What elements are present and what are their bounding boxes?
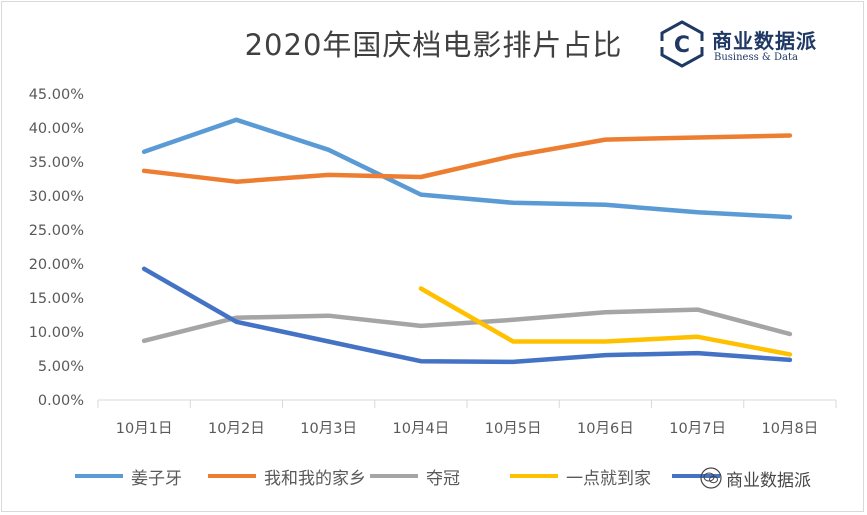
watermark-text: 商业数据派 <box>726 470 811 491</box>
legend-swatch <box>75 474 123 478</box>
series-line-2 <box>141 307 793 344</box>
x-tick-label: 10月6日 <box>577 421 634 437</box>
legend-swatch <box>208 474 256 478</box>
y-tick-label: 10.00% <box>29 325 84 341</box>
legend-swatch <box>672 474 720 478</box>
series-line-3 <box>418 286 793 357</box>
y-tick-label: 40.00% <box>29 121 84 137</box>
legend-label: 姜子牙 <box>131 468 182 489</box>
logo-name-cn: 商业数据派 <box>712 29 817 53</box>
wechat-icon <box>700 467 722 489</box>
legend-item-1: 我和我的家乡 <box>208 462 366 490</box>
chart-legend: 姜子牙 我和我的家乡 夺冠 一点就到家 <box>0 462 867 492</box>
x-tick-label: 10月4日 <box>393 421 450 437</box>
x-tick-label: 10月2日 <box>208 421 265 437</box>
logo-name-en: Business & Data <box>714 52 798 63</box>
y-tick-label: 20.00% <box>29 257 84 273</box>
legend-item-0: 姜子牙 <box>75 462 182 490</box>
series-line-4 <box>141 266 793 365</box>
y-axis: 0.00% 5.00% 10.00% 15.00% 20.00% 25.00% 30.00%… <box>29 87 84 409</box>
brand-logo: C 商业数据派 Business & Data <box>658 20 858 70</box>
y-tick-label: 45.00% <box>29 87 84 103</box>
series-line-1 <box>141 133 793 184</box>
x-tick-label: 10月8日 <box>762 421 819 437</box>
hexagon-c-icon: C <box>660 20 704 68</box>
series-line-0 <box>141 117 793 220</box>
x-tick-label: 10月1日 <box>116 421 173 437</box>
y-tick-label: 15.00% <box>29 291 84 307</box>
series-lines <box>141 117 793 365</box>
chart-title: 2020年国庆档电影排片占比 <box>244 28 623 62</box>
y-tick-label: 30.00% <box>29 189 84 205</box>
watermark: 商业数据派 <box>700 464 811 492</box>
x-tick-label: 10月5日 <box>485 421 542 437</box>
legend-item-3: 一点就到家 <box>510 462 651 490</box>
y-tick-label: 0.00% <box>38 393 84 409</box>
y-tick-label: 5.00% <box>38 359 84 375</box>
x-tick-label: 10月7日 <box>669 421 726 437</box>
legend-item-4 <box>672 462 728 490</box>
legend-item-2: 夺冠 <box>370 462 460 490</box>
x-axis: 10月1日 10月2日 10月3日 10月4日 10月5日 10月6日 10月7日 10月8日 <box>97 399 837 437</box>
y-tick-label: 25.00% <box>29 223 84 239</box>
legend-swatch <box>370 474 418 478</box>
legend-swatch <box>510 474 558 478</box>
legend-label: 我和我的家乡 <box>264 468 366 489</box>
y-tick-label: 35.00% <box>29 155 84 171</box>
logo-letter: C <box>674 33 690 58</box>
x-tick-label: 10月3日 <box>300 421 357 437</box>
legend-label: 一点就到家 <box>566 468 651 489</box>
legend-label: 夺冠 <box>426 468 460 489</box>
